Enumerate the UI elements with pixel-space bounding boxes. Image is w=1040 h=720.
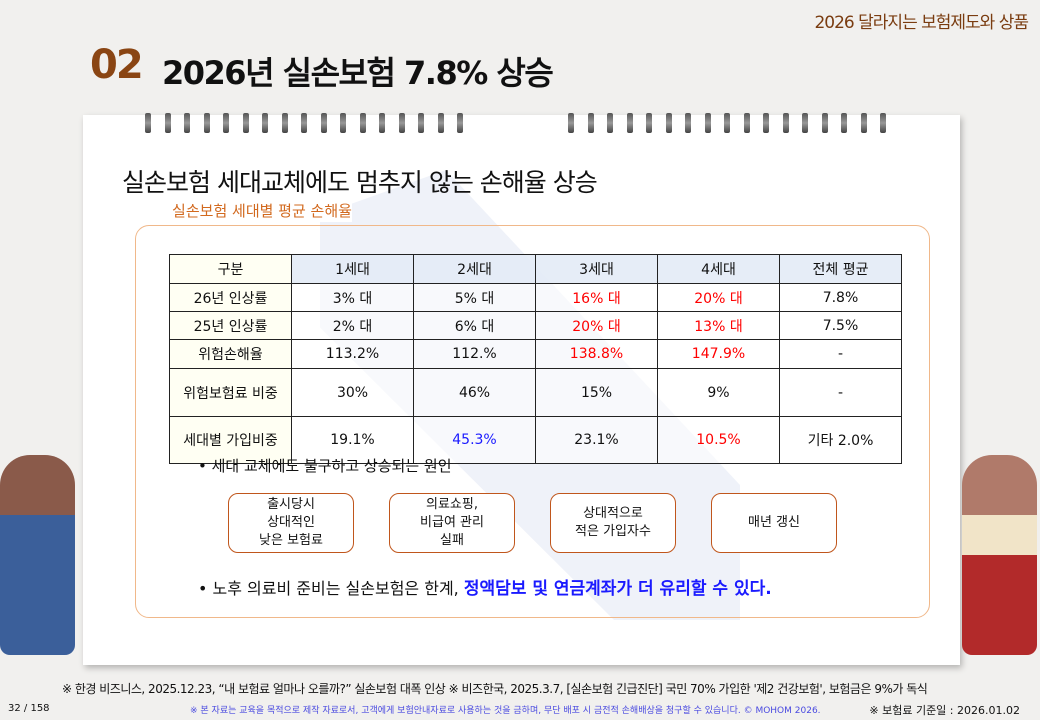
- cell: 30%: [291, 368, 414, 417]
- spiral-ring: [802, 113, 808, 133]
- spiral-binding-right: [568, 113, 886, 133]
- row-label: 위험보험료 비중: [169, 368, 292, 417]
- table-row: 세대별 가입비중 19.1% 45.3% 23.1% 10.5% 기타 2.0%: [169, 416, 902, 464]
- spiral-ring: [763, 113, 769, 133]
- reason-box: 매년 갱신: [711, 493, 837, 553]
- spiral-ring: [301, 113, 307, 133]
- spiral-ring: [743, 113, 750, 133]
- copyright-note: ※ 본 자료는 교육을 목적으로 제작 자료로서, 고객에게 보험안내자료로 사…: [190, 706, 821, 716]
- cell: -: [779, 339, 902, 369]
- spiral-ring: [685, 113, 691, 133]
- cell: 13% 대: [657, 311, 780, 340]
- header-cell: 1세대: [291, 254, 414, 284]
- spiral-ring: [164, 113, 171, 133]
- spiral-ring: [184, 113, 190, 133]
- table-row: 위험손해율 113.2% 112.% 138.8% 147.9% -: [169, 339, 902, 369]
- cell: 6% 대: [413, 311, 536, 340]
- row-label: 위험손해율: [169, 339, 292, 369]
- row-label: 25년 인상률: [169, 311, 292, 340]
- cell: 기타 2.0%: [779, 416, 902, 464]
- loss-ratio-table: 구분 1세대 2세대 3세대 4세대 전체 평균 26년 인상률 3% 대 5% 대…: [169, 254, 902, 464]
- spiral-ring: [203, 113, 210, 133]
- page-title: 2026년 실손보험 7.8% 상승: [162, 54, 554, 92]
- conclusion-emphasis: 정액담보 및 연금계좌가 더 유리할 수 있다.: [463, 579, 772, 599]
- header-cell: 4세대: [657, 254, 780, 284]
- row-label: 26년 인상률: [169, 283, 292, 312]
- content-box: [135, 225, 930, 618]
- spiral-ring: [607, 113, 613, 133]
- spiral-ring: [724, 113, 730, 133]
- header-cell: 2세대: [413, 254, 536, 284]
- row-label: 세대별 가입비중: [169, 416, 292, 464]
- cell: -: [779, 368, 902, 417]
- spiral-ring: [242, 113, 249, 133]
- cell: 2% 대: [291, 311, 414, 340]
- cell: 20% 대: [535, 311, 658, 340]
- header-cell: 3세대: [535, 254, 658, 284]
- source-note: ※ 한경 비즈니스, 2025.12.23, “내 보험료 얼마나 오를까?” …: [62, 682, 928, 696]
- spiral-ring: [457, 113, 463, 133]
- spiral-ring: [223, 113, 229, 133]
- bullet-conclusion: • 노후 의료비 준비는 실손보험은 한계, 정액담보 및 연금계좌가 더 유리…: [198, 574, 772, 599]
- deck-title: 2026 달라지는 보험제도와 상품: [814, 13, 1029, 33]
- spiral-ring: [379, 113, 385, 133]
- reason-box: 상대적으로 적은 가입자수: [550, 493, 676, 553]
- conclusion-text: • 노후 의료비 준비는 실손보험은 한계,: [198, 579, 464, 598]
- base-date: ※ 보험료 기준일 : 2026.01.02: [869, 704, 1020, 717]
- cell: 10.5%: [657, 416, 780, 464]
- spiral-ring: [418, 113, 424, 133]
- cell: 19.1%: [291, 416, 414, 464]
- spiral-ring: [145, 113, 151, 133]
- box-label: 실손보험 세대별 평균 손해율: [172, 200, 352, 222]
- spiral-ring: [320, 113, 327, 133]
- bullet-causes: • 세대 교체에도 불구하고 상승되는 원인: [198, 457, 452, 475]
- cell: 15%: [535, 368, 658, 417]
- spiral-ring: [340, 113, 346, 133]
- cell: 113.2%: [291, 339, 414, 369]
- table-header-row: 구분 1세대 2세대 3세대 4세대 전체 평균: [169, 254, 902, 284]
- spiral-ring: [281, 113, 288, 133]
- cell: 112.%: [413, 339, 536, 369]
- spiral-ring: [568, 113, 574, 133]
- table-row: 25년 인상률 2% 대 6% 대 20% 대 13% 대 7.5%: [169, 311, 902, 340]
- cell: 9%: [657, 368, 780, 417]
- page-number: 32 / 158: [8, 703, 50, 714]
- cell: 138.8%: [535, 339, 658, 369]
- section-number: 02: [90, 42, 144, 88]
- spiral-ring: [359, 113, 366, 133]
- header-cell: 구분: [169, 254, 292, 284]
- cell: 7.5%: [779, 311, 902, 340]
- spiral-ring: [821, 113, 828, 133]
- cell: 16% 대: [535, 283, 658, 312]
- cell: 7.8%: [779, 283, 902, 312]
- slide-subtitle: 실손보험 세대교체에도 멈추지 않는 손해율 상승: [122, 168, 598, 197]
- spiral-binding-left: [145, 113, 463, 133]
- cell: 46%: [413, 368, 536, 417]
- spiral-ring: [262, 113, 268, 133]
- table-row: 26년 인상률 3% 대 5% 대 16% 대 20% 대 7.8%: [169, 283, 902, 312]
- cell: 147.9%: [657, 339, 780, 369]
- spiral-ring: [646, 113, 652, 133]
- table-row: 위험보험료 비중 30% 46% 15% 9% -: [169, 368, 902, 417]
- mascot-left-illustration: [0, 455, 75, 655]
- reason-box: 출시당시 상대적인 낮은 보험료: [228, 493, 354, 553]
- spiral-ring: [587, 113, 594, 133]
- reason-box: 의료쇼핑, 비급여 관리 실패: [389, 493, 515, 553]
- cell: 5% 대: [413, 283, 536, 312]
- spiral-ring: [841, 113, 847, 133]
- spiral-ring: [880, 113, 886, 133]
- spiral-ring: [782, 113, 789, 133]
- spiral-ring: [437, 113, 444, 133]
- cell: 3% 대: [291, 283, 414, 312]
- mascot-right-illustration: [962, 455, 1037, 655]
- cell: 23.1%: [535, 416, 658, 464]
- cell: 20% 대: [657, 283, 780, 312]
- header-cell: 전체 평균: [779, 254, 902, 284]
- spiral-ring: [860, 113, 867, 133]
- spiral-ring: [398, 113, 405, 133]
- spiral-ring: [665, 113, 672, 133]
- spiral-ring: [626, 113, 633, 133]
- spiral-ring: [704, 113, 711, 133]
